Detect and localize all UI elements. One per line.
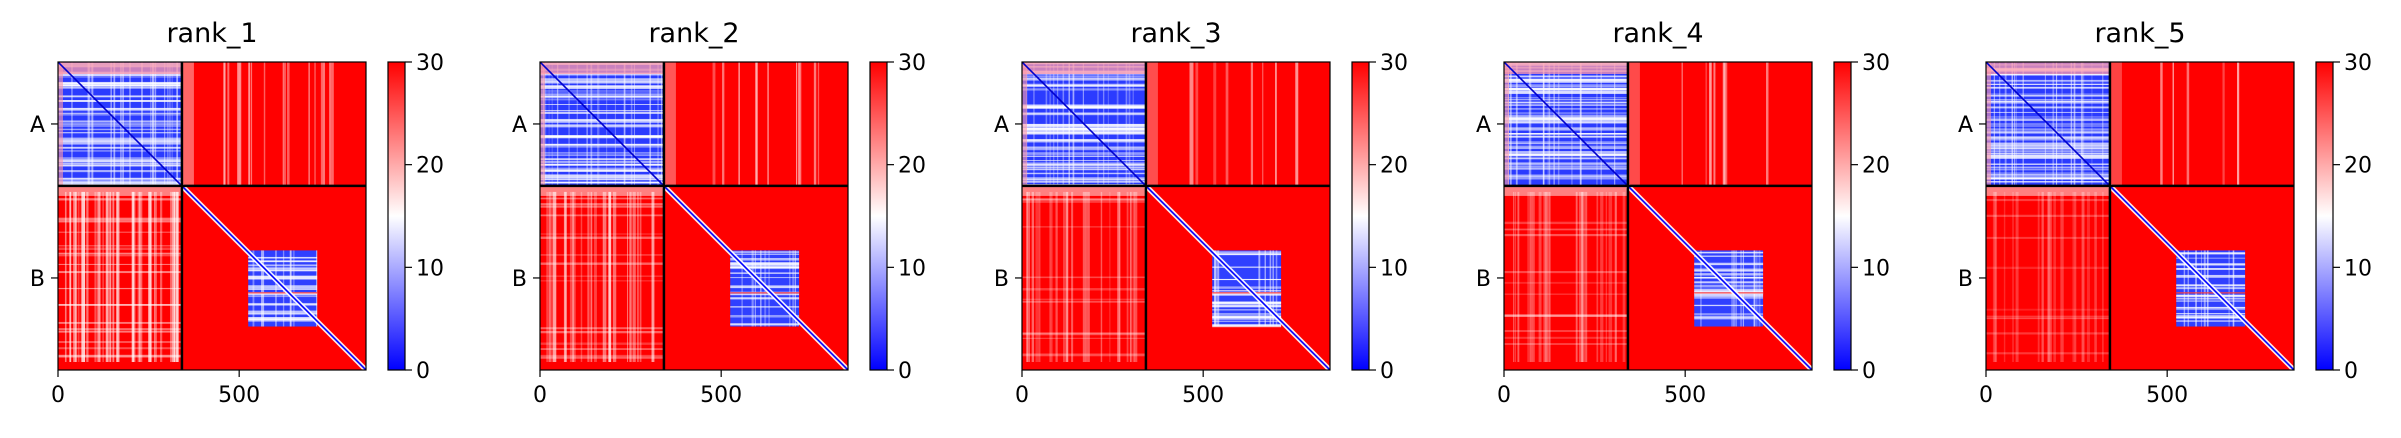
colorbar-tick-label: 0 xyxy=(2344,359,2358,384)
axes-frame xyxy=(1503,61,1813,371)
colorbar-tick-label: 10 xyxy=(2344,256,2372,281)
x-tick-label: 500 xyxy=(1182,383,1224,408)
axes-frame xyxy=(539,61,849,371)
chain-label-B: B xyxy=(994,267,1009,292)
colorbar-tick-label: 20 xyxy=(1380,154,1408,179)
x-tick-label: 500 xyxy=(1664,383,1706,408)
colorbar-tick-label: 10 xyxy=(416,256,444,281)
x-tick-label: 0 xyxy=(1979,383,1993,408)
heatmap-panel-1: rank_1 0 500 A B 0 10 20 30 xyxy=(30,18,444,408)
x-tick-label: 0 xyxy=(1497,383,1511,408)
chain-label-A: A xyxy=(994,113,1009,138)
chain-label-A: A xyxy=(1958,113,1973,138)
colorbar-tick-label: 30 xyxy=(898,51,926,76)
x-tick-label: 0 xyxy=(533,383,547,408)
x-tick-label: 500 xyxy=(700,383,742,408)
colorbar: 0 10 20 30 xyxy=(2315,51,2372,384)
axes-frame xyxy=(1985,61,2295,371)
colorbar-tick-label: 20 xyxy=(898,154,926,179)
heatmap-cells xyxy=(1504,62,1812,370)
colorbar-tick-label: 10 xyxy=(1380,256,1408,281)
heatmap-panel-2: rank_2 0 500 A B 0 10 20 30 xyxy=(512,18,926,408)
axes-frame xyxy=(57,61,367,371)
colorbar-tick-label: 30 xyxy=(1862,51,1890,76)
x-tick-label: 0 xyxy=(51,383,65,408)
chain-label-B: B xyxy=(512,267,527,292)
x-tick-label: 500 xyxy=(2146,383,2188,408)
colorbar: 0 10 20 30 xyxy=(1351,51,1408,384)
colorbar-tick-label: 0 xyxy=(898,359,912,384)
colorbar-tick-label: 30 xyxy=(1380,51,1408,76)
colorbar: 0 10 20 30 xyxy=(869,51,926,384)
colorbar-tick-label: 0 xyxy=(416,359,430,384)
heatmap-panel-3: rank_3 0 500 A B 0 10 20 30 xyxy=(994,18,1408,408)
chain-label-A: A xyxy=(30,113,45,138)
heatmap-panel-5: rank_5 0 500 A B 0 10 20 30 xyxy=(1958,18,2372,408)
chain-label-B: B xyxy=(1476,267,1491,292)
panel-title: rank_5 xyxy=(2094,18,2185,49)
colorbar-tick-label: 20 xyxy=(416,154,444,179)
panel-title: rank_2 xyxy=(648,18,739,49)
chain-label-B: B xyxy=(30,267,45,292)
chain-label-A: A xyxy=(512,113,527,138)
heatmap-cells xyxy=(58,62,366,370)
heatmap-panel-4: rank_4 0 500 A B 0 10 20 30 xyxy=(1476,18,1890,408)
panel-title: rank_4 xyxy=(1612,18,1703,49)
colorbar-tick-label: 0 xyxy=(1862,359,1876,384)
chain-label-A: A xyxy=(1476,113,1491,138)
colorbar-tick-label: 10 xyxy=(1862,256,1890,281)
x-tick-label: 0 xyxy=(1015,383,1029,408)
x-tick-label: 500 xyxy=(218,383,260,408)
colorbar: 0 10 20 30 xyxy=(387,51,444,384)
colorbar-tick-label: 10 xyxy=(898,256,926,281)
colorbar-tick-label: 30 xyxy=(416,51,444,76)
panel-title: rank_1 xyxy=(166,18,257,49)
axes-frame xyxy=(1021,61,1331,371)
heatmap-cells xyxy=(1022,62,1330,370)
colorbar-tick-label: 20 xyxy=(2344,154,2372,179)
panel-title: rank_3 xyxy=(1130,18,1221,49)
heatmap-cells xyxy=(540,62,848,370)
colorbar-tick-label: 30 xyxy=(2344,51,2372,76)
heatmap-cells xyxy=(1986,62,2294,370)
colorbar-tick-label: 20 xyxy=(1862,154,1890,179)
colorbar: 0 10 20 30 xyxy=(1833,51,1890,384)
chain-label-B: B xyxy=(1958,267,1973,292)
colorbar-tick-label: 0 xyxy=(1380,359,1394,384)
